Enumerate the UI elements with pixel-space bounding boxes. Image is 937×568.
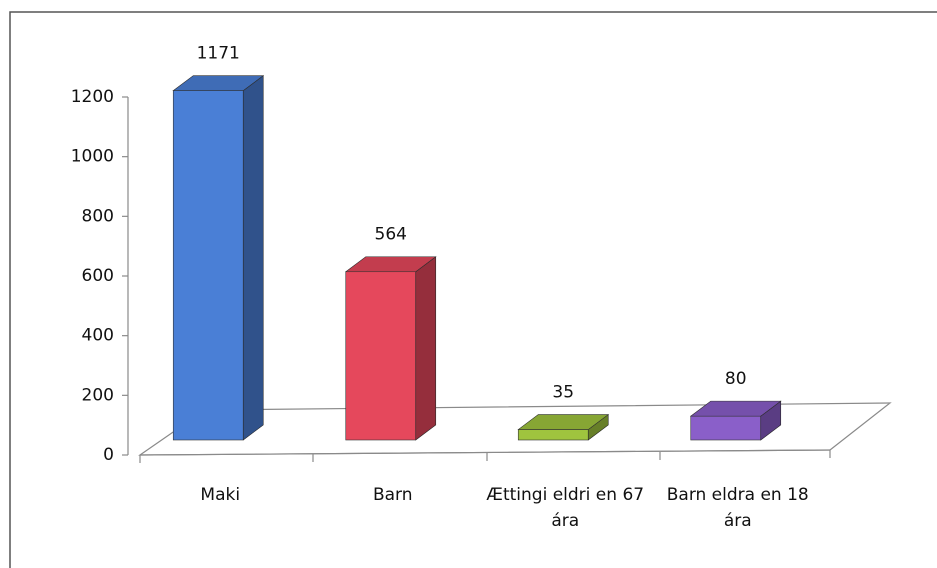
y-tick-label: 1200: [71, 87, 114, 107]
x-ticks: [139, 450, 831, 463]
bar-side-shade: [415, 256, 436, 440]
x-tick-label: Barn eldra en 18 ára: [666, 485, 809, 531]
value-label: 564: [375, 225, 407, 245]
bar: [517, 429, 589, 441]
y-tick-label: 0: [103, 445, 114, 465]
bar-top-shade: [345, 256, 436, 272]
bar: [690, 415, 762, 441]
bar-top: [344, 256, 437, 273]
x-axis: [139, 449, 831, 456]
bar: [345, 271, 417, 441]
y-tick-label: 800: [82, 206, 114, 226]
bar-side-shade: [243, 75, 264, 440]
bar-top: [172, 75, 265, 91]
bar-top-shade: [690, 401, 781, 417]
x-tick-label: Maki: [200, 485, 241, 505]
bar-top-shade: [173, 75, 264, 91]
y-tick-label: 400: [82, 326, 114, 346]
bar-side-shade: [760, 401, 781, 440]
x-tick-label: Barn: [372, 485, 413, 505]
bar-top: [517, 414, 610, 430]
bar: [172, 90, 244, 441]
frame: [9, 11, 937, 568]
y-tick-label: 600: [82, 266, 114, 286]
x-tick-label: Ættingi eldri en 67 ára: [486, 485, 645, 531]
y-tick-label: 200: [82, 385, 114, 405]
value-label: 35: [552, 383, 574, 403]
bar-side-shade: [588, 414, 609, 440]
y-tick-label: 1000: [71, 147, 114, 167]
bar-top: [689, 400, 782, 417]
bar-top-shade: [518, 414, 609, 430]
value-label: 1171: [197, 44, 240, 64]
value-label: 80: [725, 369, 747, 389]
